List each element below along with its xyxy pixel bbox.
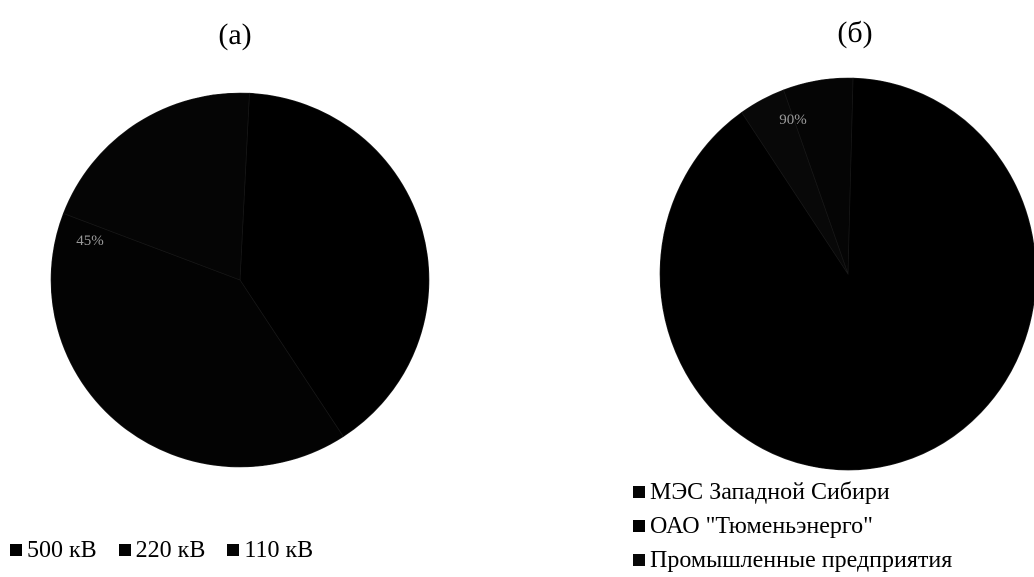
chart-b-slice-1 <box>659 77 1034 471</box>
chart-a-pie: 45% <box>50 92 430 468</box>
legend-item: 500 кВ <box>10 536 97 564</box>
chart-a-legend: 500 кВ 220 кВ 110 кВ <box>10 536 313 564</box>
legend-item: 220 кВ <box>118 536 206 564</box>
legend-swatch <box>118 544 131 556</box>
legend-item: МЭС Западной Сибири <box>633 475 952 509</box>
legend-label: ОАО "Тюменьэнерго" <box>650 513 873 539</box>
chart-b-legend: МЭС Западной Сибири ОАО "Тюменьэнерго" П… <box>633 475 952 577</box>
legend-label: 500 кВ <box>27 537 97 563</box>
legend-swatch <box>633 520 645 532</box>
chart-a-slice-0 <box>239 92 430 438</box>
legend-label: 220 кВ <box>135 537 206 563</box>
chart-b-slice-2 <box>741 89 849 275</box>
chart-b-title: (б) <box>837 16 873 49</box>
chart-b-pie: 90% <box>659 77 1034 471</box>
legend-label: МЭС Западной Сибири <box>650 479 890 505</box>
chart-a-title: (a) <box>218 18 252 51</box>
legend-item: ОАО "Тюменьэнерго" <box>633 509 952 543</box>
legend-label: Промышленные предприятия <box>650 547 953 573</box>
legend-swatch <box>227 544 240 556</box>
legend-swatch <box>633 486 645 498</box>
chart-b-slice-label-0: 90% <box>779 112 807 128</box>
legend-item: 110 кВ <box>227 536 313 564</box>
legend-item: Промышленные предприятия <box>633 543 952 577</box>
legend-label: 110 кВ <box>244 537 314 563</box>
chart-a-slice-label-2: 45% <box>76 233 104 249</box>
chart-a-slice-2 <box>63 92 250 281</box>
legend-swatch <box>10 544 22 556</box>
legend-swatch <box>633 554 645 566</box>
chart-a-slice-1 <box>50 213 344 468</box>
